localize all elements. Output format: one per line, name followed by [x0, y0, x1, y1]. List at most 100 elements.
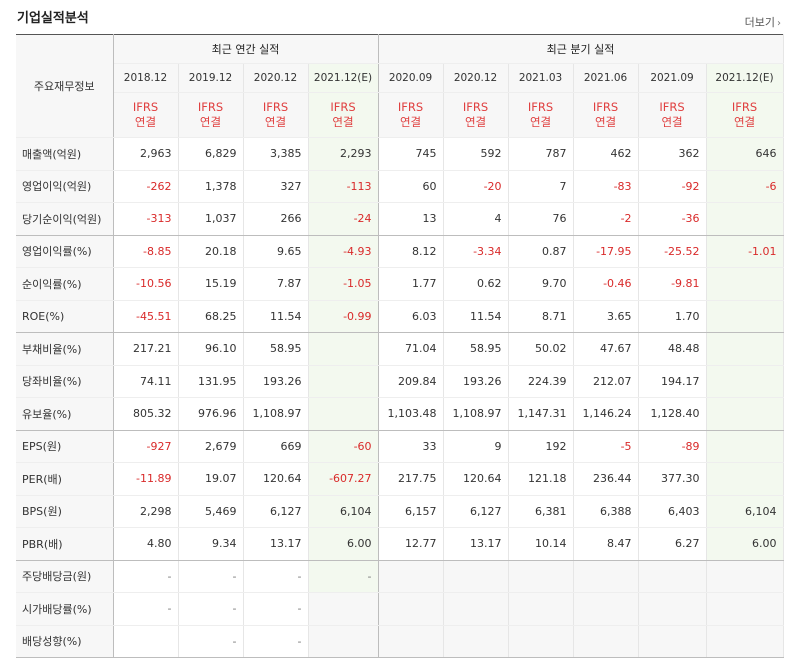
table-cell: -	[243, 592, 309, 626]
table-cell	[706, 365, 784, 398]
table-cell: -36	[638, 202, 707, 236]
period-header: 2021.03	[508, 63, 574, 93]
table-cell: 6,381	[508, 495, 574, 528]
table-cell	[573, 625, 639, 658]
table-row: PER(배) -11.89 19.07 120.64 -607.27 217.75 120.…	[16, 462, 784, 496]
table-cell: -11.89	[113, 462, 179, 496]
ifrs-label: IFRS	[197, 100, 224, 114]
table-cell: 6,403	[638, 495, 707, 528]
table-cell: 11.54	[443, 300, 509, 333]
table-cell	[443, 560, 509, 593]
table-cell: -92	[638, 170, 707, 203]
table-cell: 646	[706, 137, 784, 171]
table-cell: 6,104	[308, 495, 379, 528]
table-cell	[308, 365, 379, 398]
table-row: 영업이익(억원) -262 1,378 327 -113 60 -20 7 -83 -92 -6	[16, 170, 784, 203]
table-row: 배당성향(%) - -	[16, 625, 784, 658]
table-cell: 2,679	[178, 430, 244, 463]
table-cell	[113, 625, 179, 658]
table-cell: 6.00	[308, 527, 379, 561]
table-cell	[706, 592, 784, 626]
table-cell: -313	[113, 202, 179, 236]
table-cell: 805.32	[113, 397, 179, 431]
table-cell	[508, 592, 574, 626]
table-cell: 1,037	[178, 202, 244, 236]
table-cell: 120.64	[443, 462, 509, 496]
table-row: 주당배당금(원) - - - -	[16, 560, 784, 593]
row-label: 시가배당률(%)	[16, 592, 114, 626]
period-header: 2021.12(E)	[706, 63, 784, 93]
table-cell: 377.30	[638, 462, 707, 496]
table-cell: 9.65	[243, 235, 309, 268]
ifrs-basis-header: IFRS 연결	[508, 92, 574, 138]
table-cell: 8.12	[378, 235, 444, 268]
row-label-header: 주요재무정보	[16, 34, 114, 138]
table-row: 당좌비율(%) 74.11 131.95 193.26 209.84 193.26 224.…	[16, 365, 784, 398]
table-cell	[638, 625, 707, 658]
table-cell: 224.39	[508, 365, 574, 398]
consolidated-label: 연결	[464, 115, 487, 129]
table-cell	[508, 625, 574, 658]
table-cell: 1,108.97	[443, 397, 509, 431]
table-cell: 1,128.40	[638, 397, 707, 431]
table-cell: 50.02	[508, 332, 574, 366]
table-cell: 6,127	[243, 495, 309, 528]
consolidated-label: 연결	[264, 115, 287, 129]
ifrs-label: IFRS	[592, 100, 619, 114]
table-cell: 1,108.97	[243, 397, 309, 431]
table-cell: 362	[638, 137, 707, 171]
table-cell: -	[113, 592, 179, 626]
table-cell	[443, 625, 509, 658]
ifrs-label: IFRS	[731, 100, 758, 114]
table-cell: 13.17	[243, 527, 309, 561]
table-cell: 193.26	[243, 365, 309, 398]
table-cell: 192	[508, 430, 574, 463]
table-cell	[308, 592, 379, 626]
table-cell: 7.87	[243, 267, 309, 301]
table-cell: 6,104	[706, 495, 784, 528]
table-cell	[638, 592, 707, 626]
period-header: 2018.12	[113, 63, 179, 93]
table-cell	[706, 625, 784, 658]
table-cell: 47.67	[573, 332, 639, 366]
table-cell: 976.96	[178, 397, 244, 431]
more-link[interactable]: 더보기 ›	[745, 14, 781, 30]
row-label: 배당성향(%)	[16, 625, 114, 658]
table-cell: 68.25	[178, 300, 244, 333]
table-cell: -927	[113, 430, 179, 463]
ifrs-row: IFRS 연결 IFRS 연결 IFRS 연결 IFRS 연결 IFRS 연결 IFRS 연결 IFRS…	[16, 92, 784, 138]
ifrs-basis-header: IFRS 연결	[638, 92, 707, 138]
table-cell	[573, 592, 639, 626]
table-cell: 4	[443, 202, 509, 236]
table-cell	[638, 560, 707, 593]
table-cell: 787	[508, 137, 574, 171]
table-cell	[706, 430, 784, 463]
ifrs-basis-header: IFRS 연결	[706, 92, 784, 138]
ifrs-label: IFRS	[262, 100, 289, 114]
table-cell: -17.95	[573, 235, 639, 268]
table-cell: 120.64	[243, 462, 309, 496]
consolidated-label: 연결	[529, 115, 552, 129]
table-cell	[378, 560, 444, 593]
table-cell: -24	[308, 202, 379, 236]
table-row: 부채비율(%) 217.21 96.10 58.95 71.04 58.95 50.02 47…	[16, 332, 784, 366]
table-cell: 71.04	[378, 332, 444, 366]
ifrs-basis-header: IFRS 연결	[573, 92, 639, 138]
table-cell: 209.84	[378, 365, 444, 398]
table-cell: -0.99	[308, 300, 379, 333]
table-cell: -83	[573, 170, 639, 203]
table-cell: 33	[378, 430, 444, 463]
table-cell: 236.44	[573, 462, 639, 496]
table-cell: 1,103.48	[378, 397, 444, 431]
table-row: 유보율(%) 805.32 976.96 1,108.97 1,103.48 1,108.…	[16, 397, 784, 431]
table-cell: 20.18	[178, 235, 244, 268]
table-cell: -5	[573, 430, 639, 463]
table-cell: -	[243, 625, 309, 658]
table-row: ROE(%) -45.51 68.25 11.54 -0.99 6.03 11.54 8.71…	[16, 300, 784, 333]
table-cell: 669	[243, 430, 309, 463]
table-cell	[706, 202, 784, 236]
period-header: 2021.06	[573, 63, 639, 93]
table-cell: 745	[378, 137, 444, 171]
period-header: 2020.12	[443, 63, 509, 93]
table-cell: -	[243, 560, 309, 593]
